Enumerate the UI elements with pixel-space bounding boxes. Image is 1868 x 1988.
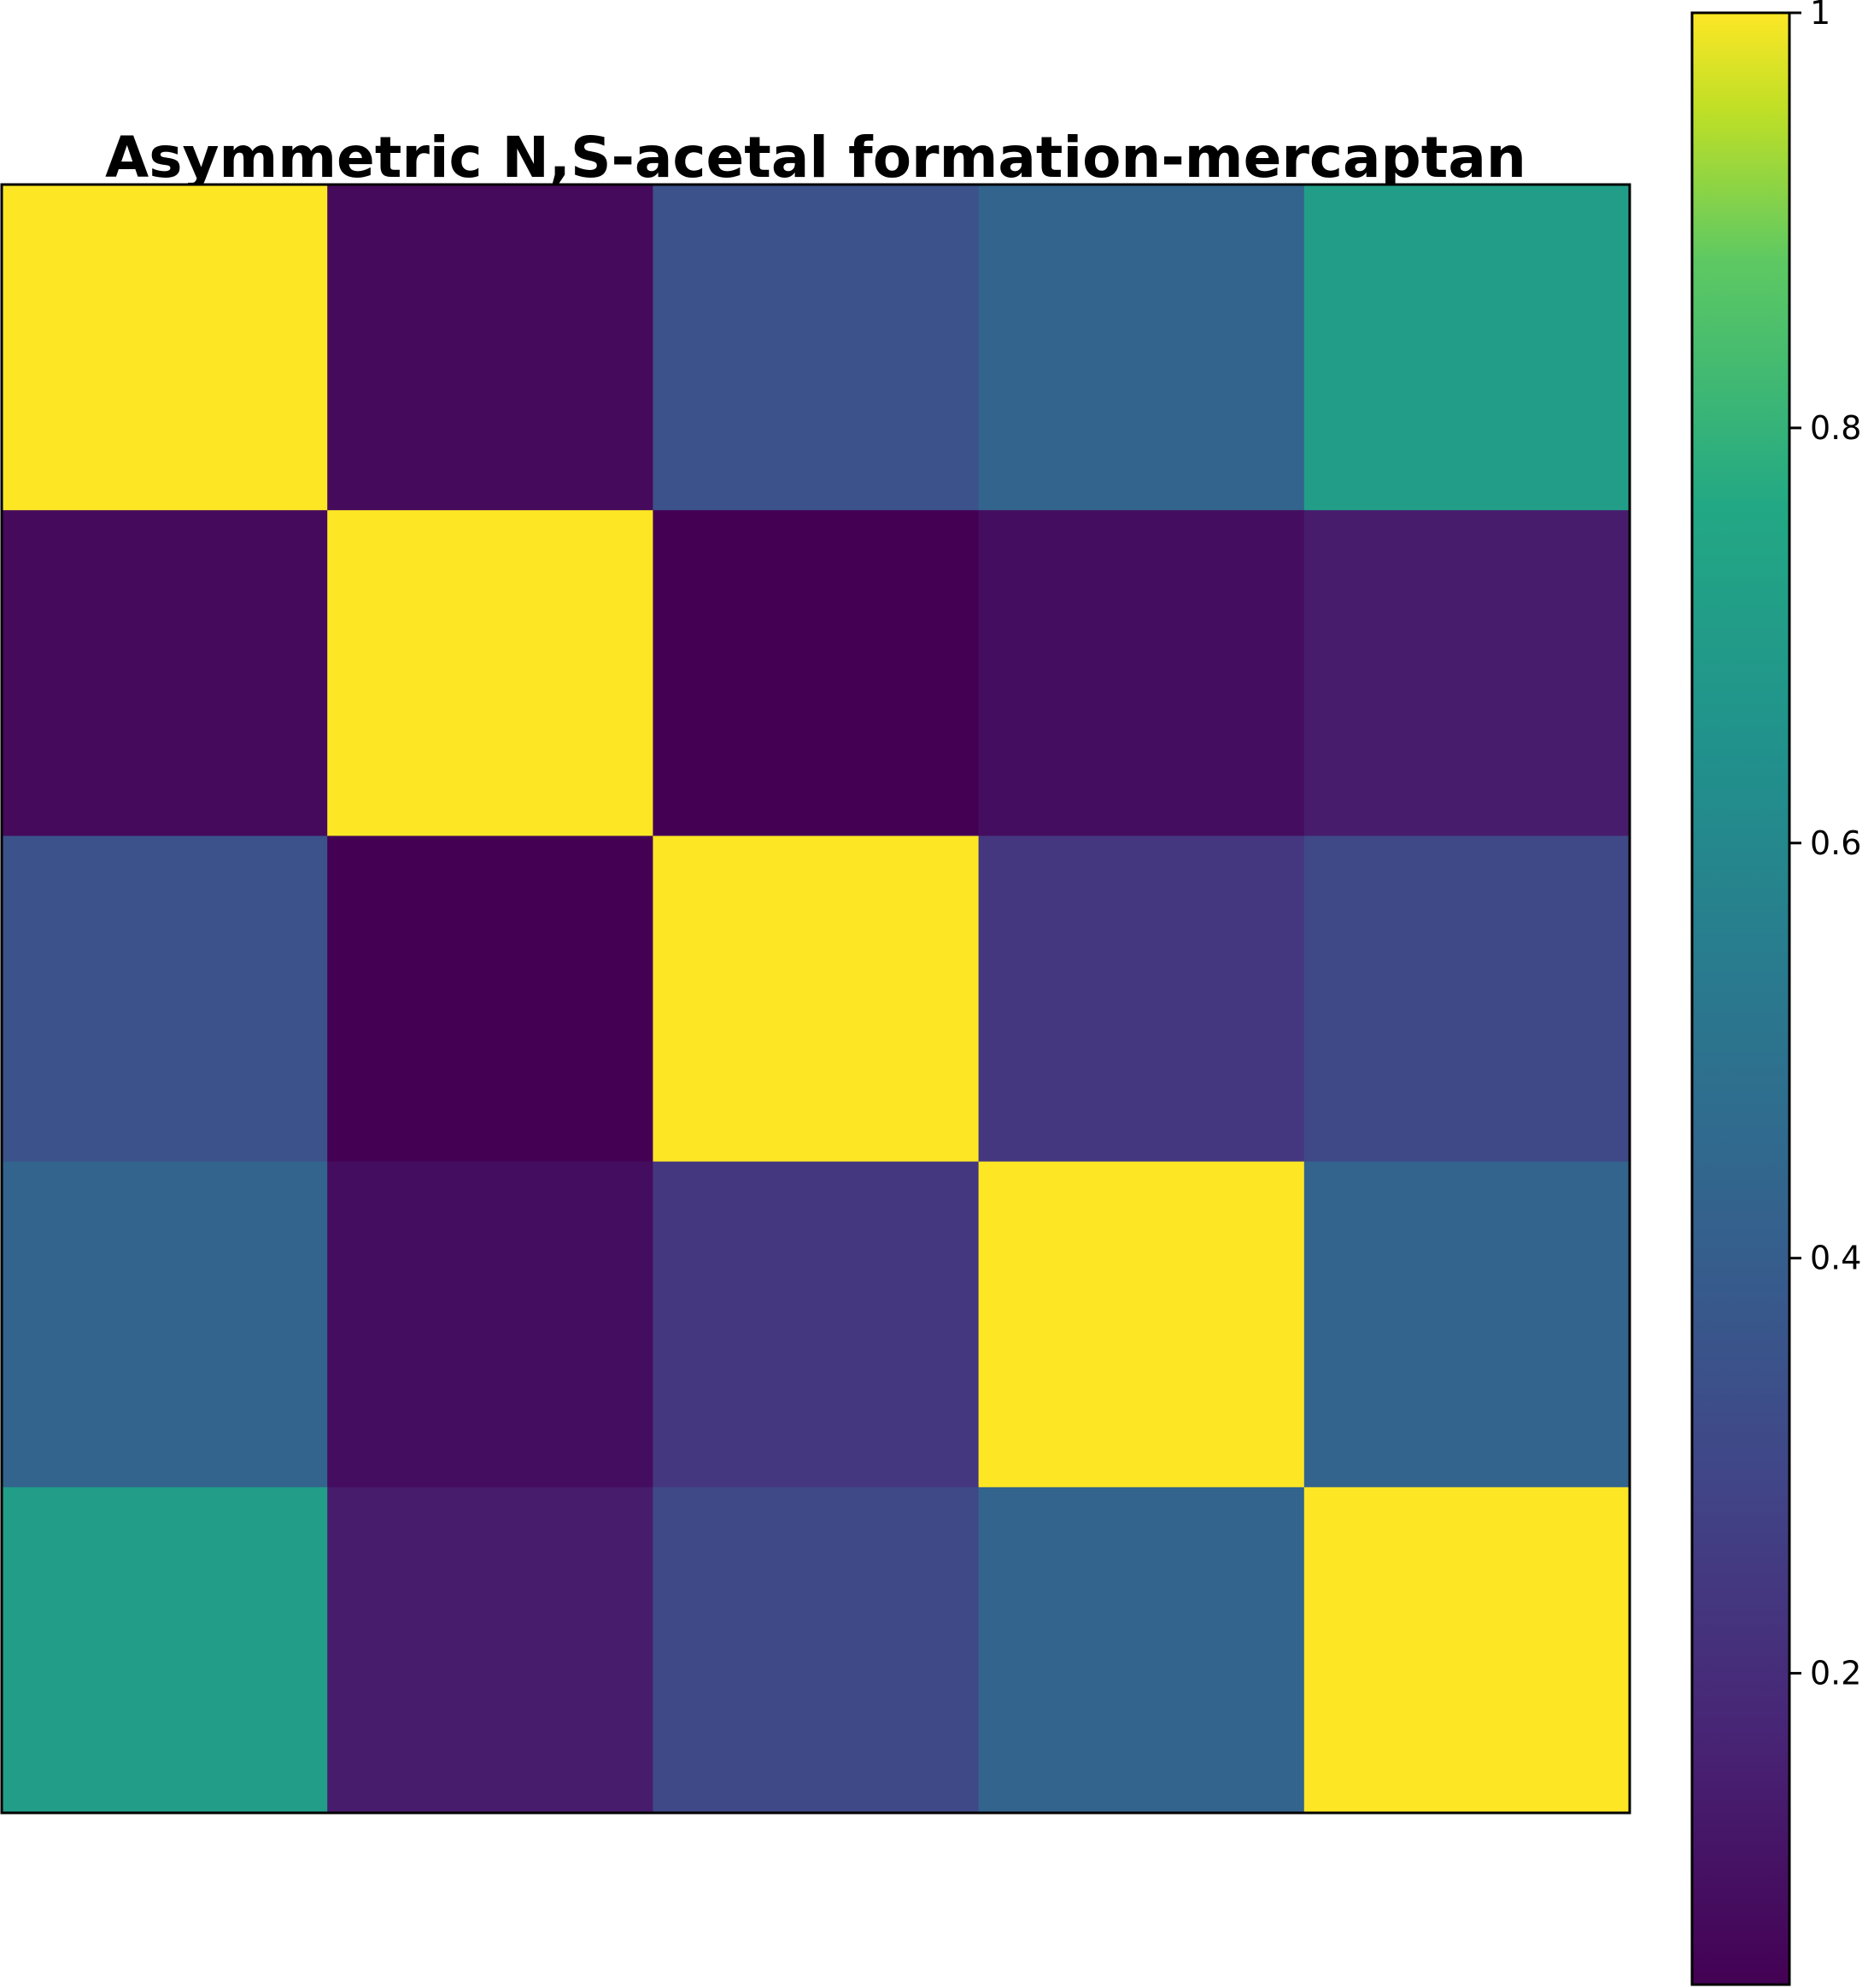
heatmap-cell-r1-c1 bbox=[327, 510, 653, 836]
heatmap-cell-r4-c4 bbox=[1303, 1487, 1631, 1814]
chart-title: Asymmetric N,S-acetal formation-mercapta… bbox=[105, 125, 1526, 191]
heatmap-cell-r1-c2 bbox=[653, 510, 980, 836]
colorbar-tick-label: 0.8 bbox=[1810, 409, 1861, 447]
heatmap-cell-r4-c0 bbox=[2, 1487, 328, 1814]
colorbar-frame bbox=[1690, 11, 1791, 1986]
heatmap-cell-r1-c4 bbox=[1303, 510, 1631, 836]
heatmap-cell-r4-c2 bbox=[653, 1487, 980, 1814]
colorbar-tick-label: 0.6 bbox=[1810, 824, 1861, 862]
heatmap-cell-r4-c1 bbox=[327, 1487, 653, 1814]
heatmap-cell-r2-c4 bbox=[1303, 836, 1631, 1163]
heatmap-cell-r3-c3 bbox=[978, 1161, 1305, 1488]
heatmap-cell-r2-c1 bbox=[327, 836, 653, 1163]
heatmap-cell-r3-c2 bbox=[653, 1161, 980, 1488]
heatmap-cell-r3-c4 bbox=[1303, 1161, 1631, 1488]
heatmap-cell-r2-c2 bbox=[653, 836, 980, 1163]
colorbar-tick-label: 1 bbox=[1810, 0, 1830, 32]
colorbar-tick-label: 0.4 bbox=[1810, 1240, 1861, 1277]
heatmap-cell-r1-c3 bbox=[978, 510, 1305, 836]
heatmap-cell-r0-c0 bbox=[2, 185, 328, 511]
heatmap-cells bbox=[2, 185, 1631, 1814]
heatmap-cell-r0-c2 bbox=[653, 185, 980, 511]
heatmap-cell-r0-c1 bbox=[327, 185, 653, 511]
colorbar-ticks: 0.2 0.4 0.6 0.8 1 bbox=[1789, 0, 1861, 1692]
heatmap-cell-r4-c3 bbox=[978, 1487, 1305, 1814]
plot-frame bbox=[0, 183, 1631, 1815]
colorbar-tick-label: 0.2 bbox=[1810, 1655, 1861, 1692]
colorbar bbox=[1692, 13, 1789, 1985]
heatmap-cell-r0-c3 bbox=[978, 185, 1305, 511]
heatmap-cell-r2-c3 bbox=[978, 836, 1305, 1163]
heatmap-cell-r0-c4 bbox=[1303, 185, 1631, 511]
heatmap-cell-r2-c0 bbox=[2, 836, 328, 1163]
heatmap-cell-r1-c0 bbox=[2, 510, 328, 836]
heatmap-cell-r3-c1 bbox=[327, 1161, 653, 1488]
heatmap-cell-r3-c0 bbox=[2, 1161, 328, 1488]
